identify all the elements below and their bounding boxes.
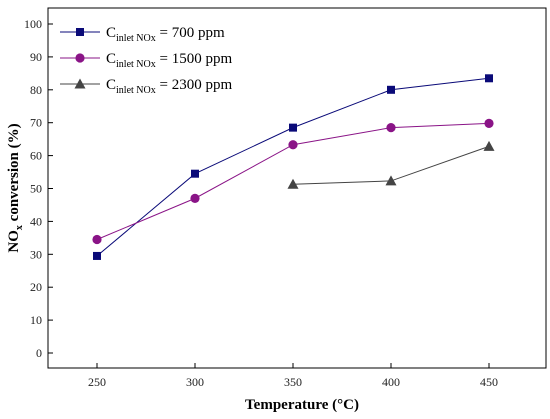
- series-2-point: [190, 193, 200, 203]
- series-1-point: [387, 85, 395, 94]
- series-1-point: [191, 169, 199, 178]
- y-tick-label: 20: [30, 280, 42, 294]
- y-axis-title-rest: conversion (%): [6, 123, 22, 225]
- series-2-point: [484, 118, 494, 128]
- legend-marker-1: [76, 28, 84, 36]
- legend-label-2: Cinlet NOx = 1500 ppm: [106, 51, 232, 70]
- series-3-point: [483, 140, 495, 151]
- y-axis-title-sub: x: [14, 225, 25, 230]
- x-tick-label: 400: [382, 375, 400, 389]
- y-axis-title-main: NO: [6, 230, 22, 253]
- y-tick-label: 40: [30, 214, 42, 228]
- series-1-point: [485, 74, 493, 83]
- y-axis-ticks: 0 10 20 30 40 50 60 70 80 90 100: [24, 17, 53, 360]
- series-2-point: [386, 123, 396, 133]
- y-tick-label: 80: [30, 83, 42, 97]
- y-tick-label: 30: [30, 247, 42, 261]
- y-tick-label: 100: [24, 17, 42, 31]
- y-tick-label: 50: [30, 182, 42, 196]
- y-axis-title: NOx conversion (%): [6, 123, 25, 252]
- legend-marker-3: [74, 78, 86, 89]
- series-2-point: [288, 140, 298, 150]
- y-tick-label: 10: [30, 313, 42, 327]
- x-tick-label: 250: [88, 375, 106, 389]
- y-tick-label: 90: [30, 50, 42, 64]
- y-tick-label: 0: [36, 346, 42, 360]
- series-3-point: [385, 175, 397, 186]
- series-lines: [96, 77, 490, 257]
- y-tick-label: 70: [30, 116, 42, 130]
- series-markers: [92, 74, 495, 260]
- x-axis-title: Temperature (°C): [245, 397, 359, 413]
- x-tick-label: 350: [284, 375, 302, 389]
- y-tick-label: 60: [30, 149, 42, 163]
- series-1-point: [289, 123, 297, 132]
- x-axis-ticks: 250 300 350 400 450: [88, 363, 498, 389]
- legend-label-1: Cinlet NOx = 700 ppm: [106, 25, 225, 44]
- series-1-point: [93, 251, 101, 260]
- series-3-point: [287, 178, 299, 189]
- legend-label-3: Cinlet NOx = 2300 ppm: [106, 77, 232, 96]
- x-tick-label: 450: [480, 375, 498, 389]
- legend: Cinlet NOx = 700 ppm Cinlet NOx = 1500 pp…: [60, 25, 232, 96]
- x-tick-label: 300: [186, 375, 204, 389]
- legend-marker-2: [75, 53, 85, 63]
- series-2-point: [92, 234, 102, 245]
